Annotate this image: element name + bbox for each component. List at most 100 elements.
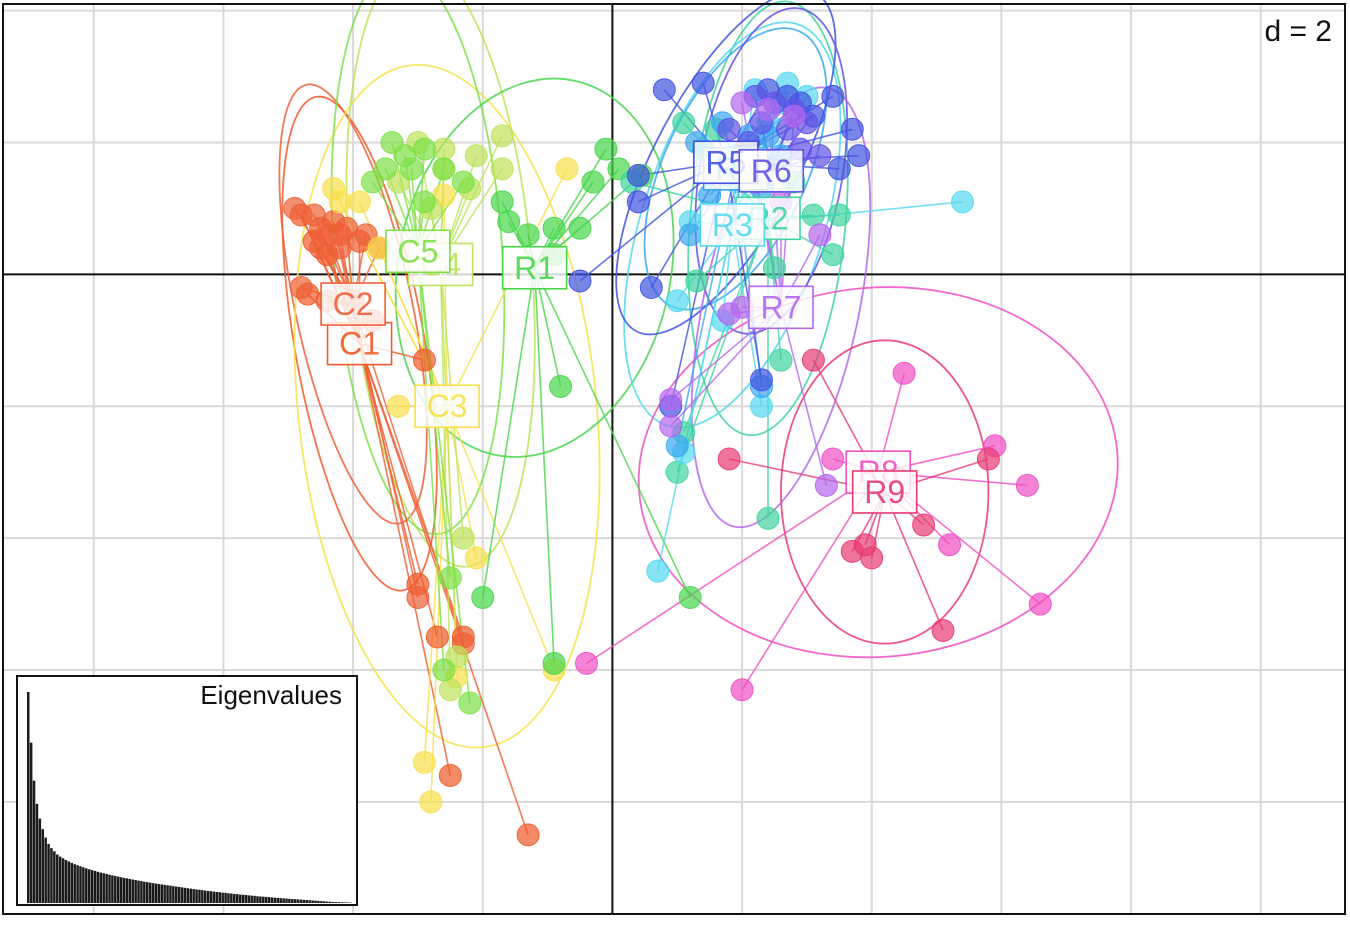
label-r1: R1 — [503, 247, 567, 289]
label-text: C2 — [333, 286, 374, 322]
eigenvalue-bar — [294, 899, 297, 903]
point-r2 — [828, 204, 850, 226]
label-c5: C5 — [386, 230, 450, 272]
point-r9 — [802, 349, 824, 371]
point-c5 — [459, 692, 481, 714]
label-r9: R9 — [853, 471, 917, 513]
point-r1 — [517, 224, 539, 246]
eigenvalue-bar — [288, 899, 291, 903]
eigenvalue-bar — [105, 874, 108, 903]
eigenvalue-bar — [274, 898, 277, 903]
point-r7 — [731, 92, 753, 114]
eigenvalue-bar — [207, 891, 210, 903]
point-c3 — [349, 191, 371, 213]
eigenvalue-bar — [306, 900, 309, 903]
eigenvalue-bar — [285, 899, 288, 903]
point-c3 — [465, 547, 487, 569]
scale-label: d = 2 — [1264, 15, 1332, 48]
point-r1 — [543, 652, 565, 674]
eigenvalue-bar — [50, 848, 53, 903]
point-c2 — [407, 586, 429, 608]
eigenvalue-bar — [277, 898, 280, 903]
eigenvalue-bar — [82, 867, 85, 903]
point-r2 — [763, 257, 785, 279]
point-r9 — [932, 619, 954, 641]
eigenvalue-bar — [233, 894, 236, 903]
eigenvalue-bar — [329, 902, 332, 903]
eigenvalue-bar — [68, 861, 71, 903]
eigenvalue-bar — [271, 898, 274, 903]
eigenvalue-bar — [268, 897, 271, 903]
eigenvalue-bar — [53, 851, 56, 903]
eigenvalue-bar — [337, 902, 340, 903]
eigenvalue-bar — [30, 743, 33, 903]
point-r2 — [673, 112, 695, 134]
point-r1 — [679, 586, 701, 608]
point-r5 — [848, 145, 870, 167]
eigenvalue-bar — [129, 879, 132, 903]
eigenvalue-bar — [59, 857, 62, 903]
point-r8 — [575, 652, 597, 674]
point-c4 — [491, 125, 513, 147]
label-text: R7 — [761, 289, 802, 325]
point-r5 — [692, 72, 714, 94]
eigenvalue-bar — [300, 900, 303, 903]
point-c5 — [439, 567, 461, 589]
eigenvalue-bar — [117, 877, 120, 903]
eigenvalue-bar — [227, 893, 230, 903]
point-r8 — [822, 448, 844, 470]
eigenvalue-bar — [44, 838, 47, 903]
point-c3 — [413, 751, 435, 773]
label-text: R1 — [514, 250, 555, 286]
point-r1 — [595, 138, 617, 160]
eigenvalue-bar — [166, 885, 169, 903]
eigenvalue-bar — [97, 872, 100, 903]
eigenvalue-bar — [33, 781, 36, 903]
point-r5 — [751, 369, 773, 391]
eigenvalues-inset: Eigenvalues — [17, 676, 357, 905]
eigenvalue-bar — [85, 868, 88, 903]
eigenvalue-bar — [317, 901, 320, 903]
eigenvalue-bar — [291, 899, 294, 903]
point-r2 — [686, 270, 708, 292]
point-r9 — [977, 448, 999, 470]
point-c4 — [465, 145, 487, 167]
eigenvalue-bar — [219, 892, 222, 903]
eigenvalue-bar — [198, 890, 201, 903]
point-r1 — [550, 375, 572, 397]
point-c2 — [336, 217, 358, 239]
eigenvalue-bar — [204, 891, 207, 903]
eigenvalue-bar — [216, 892, 219, 903]
eigenvalue-bar — [146, 882, 149, 903]
label-text: R6 — [751, 153, 792, 189]
point-c2 — [310, 237, 332, 259]
point-c5 — [362, 171, 384, 193]
eigenvalue-bar — [326, 902, 329, 903]
point-c4 — [452, 527, 474, 549]
point-r8 — [939, 534, 961, 556]
point-c5 — [413, 138, 435, 160]
point-c3 — [329, 191, 351, 213]
point-r7 — [660, 415, 682, 437]
point-c1 — [426, 626, 448, 648]
eigenvalue-bar — [195, 889, 198, 903]
eigenvalue-bar — [91, 870, 94, 903]
eigenvalue-bar — [126, 878, 129, 903]
point-r3 — [751, 395, 773, 417]
eigenvalue-bar — [152, 883, 155, 903]
point-r5 — [841, 118, 863, 140]
eigenvalue-bar — [143, 882, 146, 903]
eigenvalue-bar — [184, 888, 187, 903]
point-r8 — [1016, 474, 1038, 496]
point-c4 — [491, 158, 513, 180]
label-c2: C2 — [321, 283, 385, 325]
point-r9 — [913, 514, 935, 536]
eigenvalue-bar — [160, 884, 163, 903]
eigenvalue-bar — [265, 897, 268, 903]
eigenvalue-bar — [36, 804, 39, 903]
point-c2 — [284, 197, 306, 219]
eigenvalue-bar — [239, 895, 242, 903]
eigenvalue-bar — [279, 898, 282, 903]
label-text: C5 — [397, 233, 438, 269]
